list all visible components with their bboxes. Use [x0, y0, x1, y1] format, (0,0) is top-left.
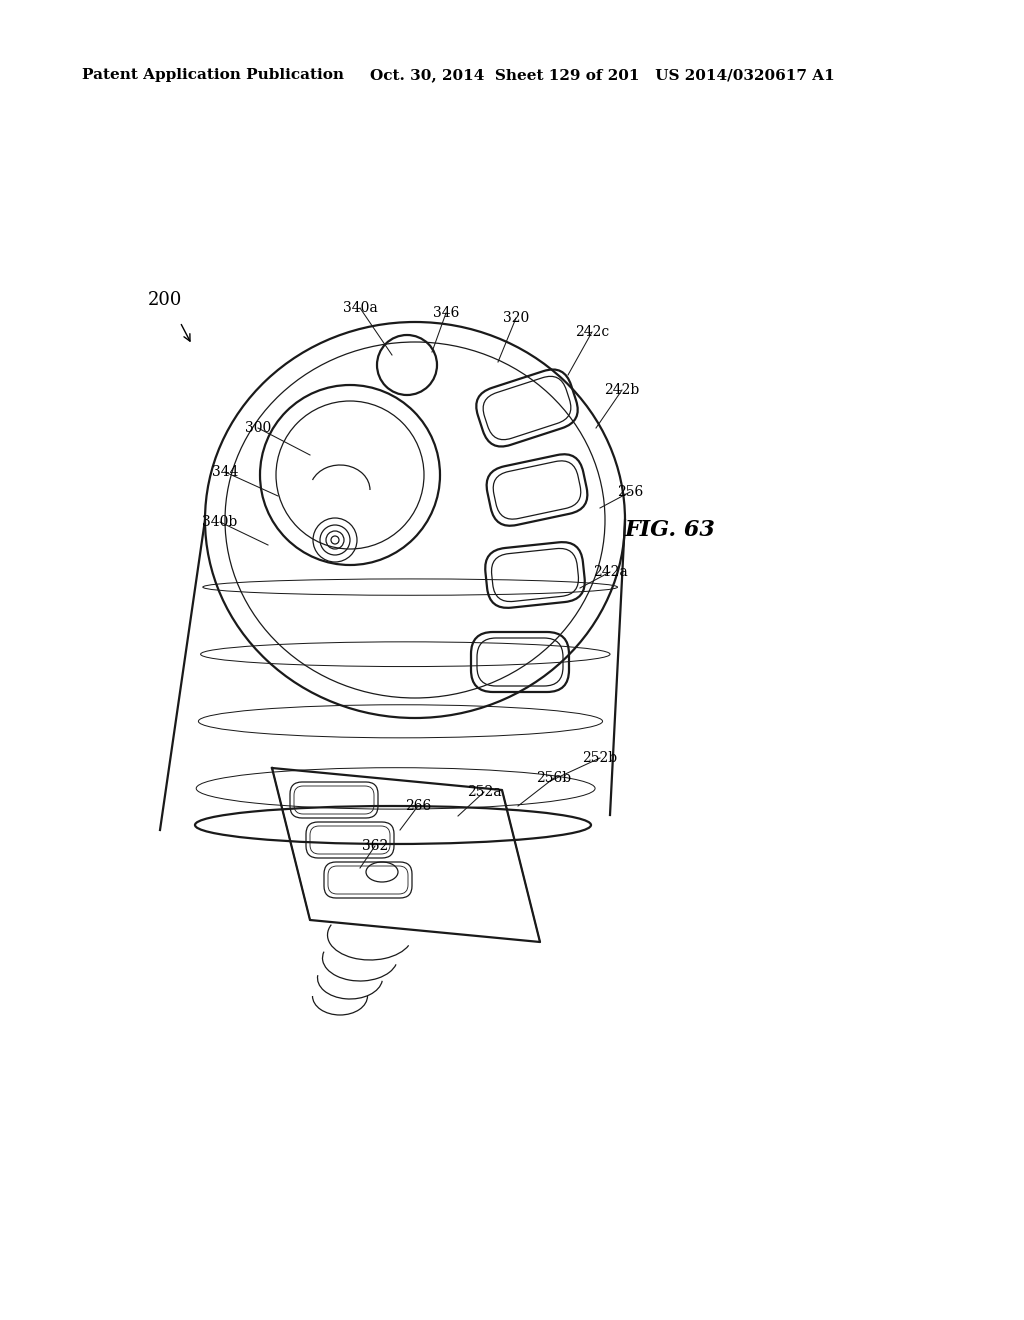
Text: 242a: 242a: [593, 565, 628, 579]
Text: 242c: 242c: [574, 325, 609, 339]
Text: 242b: 242b: [604, 383, 640, 397]
Text: 320: 320: [503, 312, 529, 325]
Text: 344: 344: [212, 465, 239, 479]
Text: Patent Application Publication: Patent Application Publication: [82, 69, 344, 82]
Text: 256b: 256b: [537, 771, 571, 785]
Text: 340a: 340a: [343, 301, 378, 315]
Text: 340b: 340b: [203, 515, 238, 529]
Text: 300: 300: [245, 421, 271, 436]
Text: Oct. 30, 2014  Sheet 129 of 201   US 2014/0320617 A1: Oct. 30, 2014 Sheet 129 of 201 US 2014/0…: [370, 69, 835, 82]
Text: 266: 266: [404, 799, 431, 813]
Text: 200: 200: [148, 290, 182, 309]
Text: 252b: 252b: [583, 751, 617, 766]
Text: 252a: 252a: [467, 785, 502, 799]
Text: 346: 346: [433, 306, 459, 319]
Text: FIG. 63: FIG. 63: [625, 519, 716, 541]
Text: 256: 256: [616, 484, 643, 499]
Text: 362: 362: [361, 840, 388, 853]
